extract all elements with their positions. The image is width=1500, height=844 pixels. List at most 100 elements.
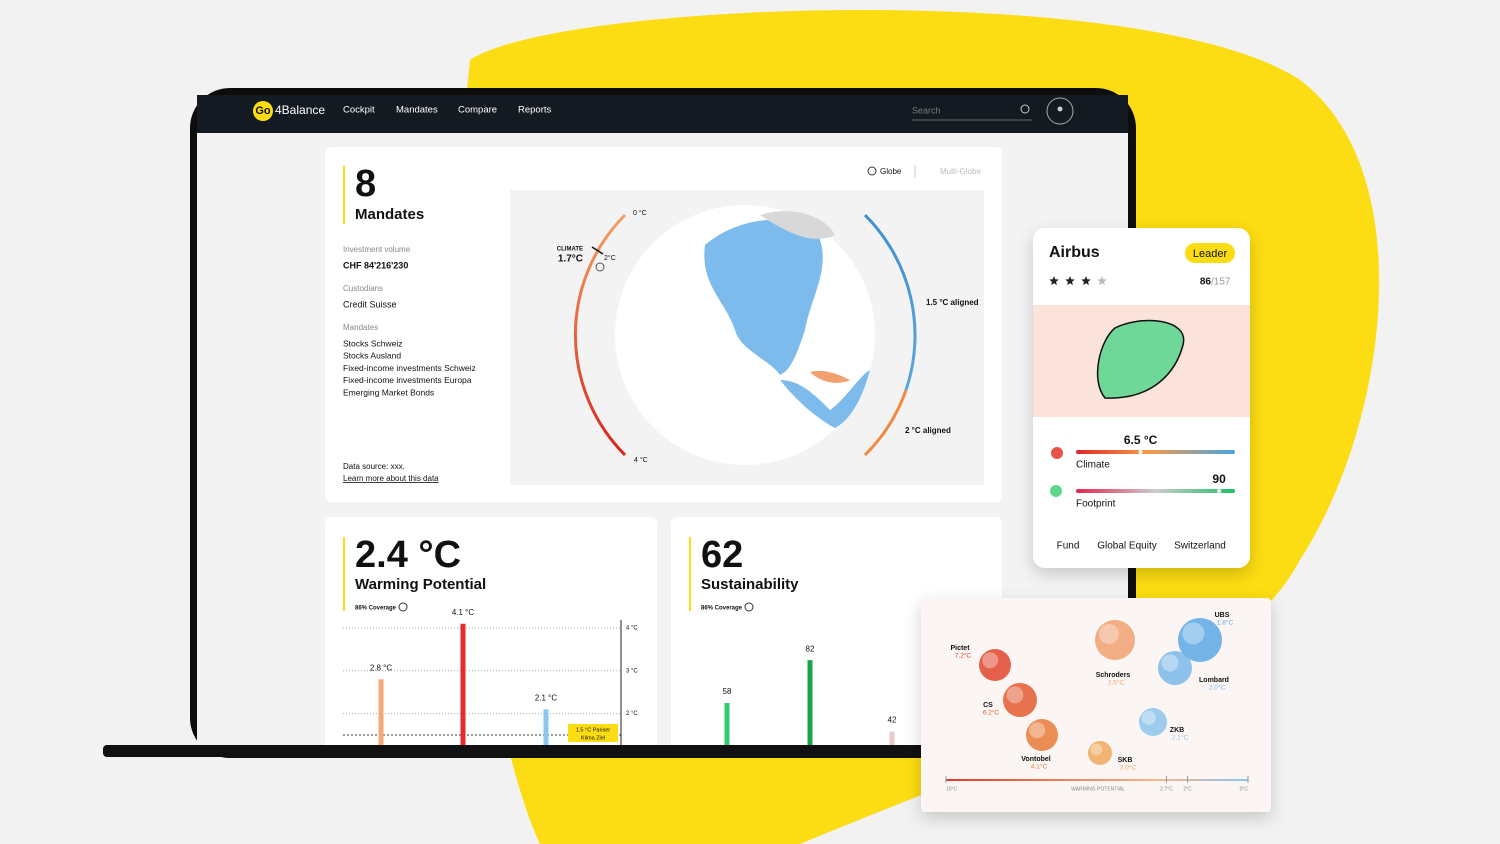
value: Credit Suisse bbox=[343, 299, 397, 309]
globe-highlight bbox=[1099, 624, 1119, 644]
view-toggle[interactable]: Globe bbox=[880, 167, 902, 176]
bank-temp: 4.1°C bbox=[1031, 763, 1048, 771]
nav-bar bbox=[197, 95, 1128, 133]
climate-value: 1.7°C bbox=[558, 254, 583, 265]
help-icon[interactable] bbox=[595, 262, 605, 272]
bank-temp: 2.1°C bbox=[1172, 734, 1189, 742]
mandate-list: Stocks Schweiz Stocks Ausland Fixed-income… bbox=[343, 338, 476, 397]
bank-globe bbox=[1158, 651, 1192, 685]
scale-label: 0°C bbox=[1240, 786, 1249, 792]
globe-highlight bbox=[1006, 686, 1024, 704]
aligned-label: 1.5 °C aligned bbox=[926, 298, 979, 307]
accent-bar bbox=[343, 537, 345, 611]
bank-globe bbox=[1095, 620, 1135, 660]
bank-temp: 2.0°C bbox=[1209, 684, 1226, 692]
globe-highlight bbox=[1090, 743, 1103, 756]
tag: Global Equity bbox=[1097, 541, 1156, 552]
search-icon[interactable] bbox=[1020, 104, 1030, 114]
value-label: 58 bbox=[723, 687, 732, 696]
bank-temp: 2.5°C bbox=[1108, 679, 1125, 687]
logo-badge bbox=[253, 101, 273, 121]
continent bbox=[704, 219, 870, 428]
nav-link[interactable]: Cockpit bbox=[343, 105, 375, 116]
bank-name: Vontobel bbox=[1021, 756, 1050, 763]
nav-link[interactable]: Reports bbox=[518, 105, 552, 116]
footprint-gauge bbox=[1076, 489, 1235, 493]
arc-label: 0 °C bbox=[633, 209, 647, 217]
scale-label: 2°C bbox=[1183, 786, 1192, 792]
gauge-value: 90 bbox=[1212, 472, 1226, 486]
bar bbox=[460, 623, 466, 745]
value-label: 2.8 °C bbox=[370, 663, 393, 672]
info-icon[interactable] bbox=[744, 602, 754, 612]
gauge-arc bbox=[863, 213, 917, 391]
arc-label: 4 °C bbox=[634, 456, 648, 464]
bank-globe bbox=[1026, 719, 1058, 751]
learn-more-link[interactable]: Learn more about this data bbox=[343, 474, 439, 483]
gauge-marker bbox=[1217, 489, 1222, 493]
bank-name: CS bbox=[983, 702, 993, 709]
logo-rest: 4Balance bbox=[275, 103, 325, 117]
bank-name: UBS bbox=[1215, 612, 1230, 619]
annotation: 1.5 °C Pariser bbox=[576, 727, 610, 733]
bank-globe bbox=[979, 649, 1011, 681]
warming-title: Warming Potential bbox=[355, 576, 486, 593]
y-tick-label: 3 °C bbox=[626, 668, 638, 674]
bar bbox=[378, 679, 384, 745]
view-toggle[interactable]: Multi-Globe bbox=[940, 167, 981, 176]
nav-link[interactable]: Mandates bbox=[396, 105, 438, 116]
footprint-icon bbox=[1050, 485, 1062, 497]
bar bbox=[543, 709, 549, 745]
tag: Fund bbox=[1057, 541, 1080, 552]
bank-name: Schroders bbox=[1096, 672, 1131, 679]
bank-name: ZKB bbox=[1170, 727, 1184, 734]
globe-highlight bbox=[1161, 654, 1179, 672]
mandate-item: Fixed-income investments Schweiz bbox=[343, 363, 476, 373]
value-label: 42 bbox=[888, 716, 897, 725]
badge bbox=[1185, 243, 1235, 263]
globe-icon[interactable] bbox=[867, 166, 877, 176]
gauge-label: Climate bbox=[1076, 460, 1110, 471]
gauges: 6.5 °C 90 bbox=[1124, 433, 1226, 493]
laptop-base bbox=[103, 745, 923, 757]
continent bbox=[760, 211, 835, 239]
mandate-item: Stocks Schweiz bbox=[343, 338, 403, 348]
y-tick-label: 2 °C bbox=[626, 711, 638, 717]
climate-gauge bbox=[1076, 450, 1235, 454]
bank-globe bbox=[1178, 618, 1222, 662]
climate-icon bbox=[1051, 447, 1063, 459]
gauge-value: 6.5 °C bbox=[1124, 433, 1158, 447]
nav-link[interactable]: Compare bbox=[458, 105, 497, 116]
coverage: 86% Coverage bbox=[701, 606, 743, 612]
star bbox=[1049, 276, 1059, 285]
search-input[interactable]: Search bbox=[912, 105, 941, 115]
badge-label: Leader bbox=[1193, 248, 1228, 260]
bar bbox=[807, 660, 813, 745]
star bbox=[1081, 276, 1091, 285]
tag: Switzerland bbox=[1174, 541, 1226, 552]
warming-value: 2.4 °C bbox=[355, 534, 461, 576]
bank-name: SKB bbox=[1118, 757, 1133, 764]
globe-highlight bbox=[982, 652, 999, 669]
bank-name: Pictet bbox=[950, 645, 970, 652]
scale-title: WARMING POTENTIAL bbox=[1071, 786, 1125, 792]
profile-button[interactable] bbox=[1046, 97, 1074, 125]
gauge-label: Footprint bbox=[1076, 499, 1116, 510]
bar bbox=[724, 703, 730, 745]
bank-globe bbox=[1139, 708, 1167, 736]
climate-label: CLIMATE bbox=[557, 247, 583, 253]
scale: 10°C 2.7°C 2°C 0°C WARMING POTENTIAL bbox=[945, 776, 1249, 792]
sustainability-title: Sustainability bbox=[701, 576, 799, 593]
sustainability-value: 62 bbox=[701, 534, 743, 576]
data-source: Data source: xxx. bbox=[343, 462, 405, 471]
scale-label: 10°C bbox=[946, 786, 958, 792]
annotation-box bbox=[568, 724, 618, 742]
annotation: Klima Ziel bbox=[581, 735, 605, 741]
rank: 86 bbox=[1200, 277, 1212, 288]
warming-card bbox=[325, 517, 657, 745]
globe-highlight bbox=[1141, 710, 1156, 725]
rank-total: /157 bbox=[1211, 277, 1231, 288]
info-icon[interactable] bbox=[398, 602, 408, 612]
